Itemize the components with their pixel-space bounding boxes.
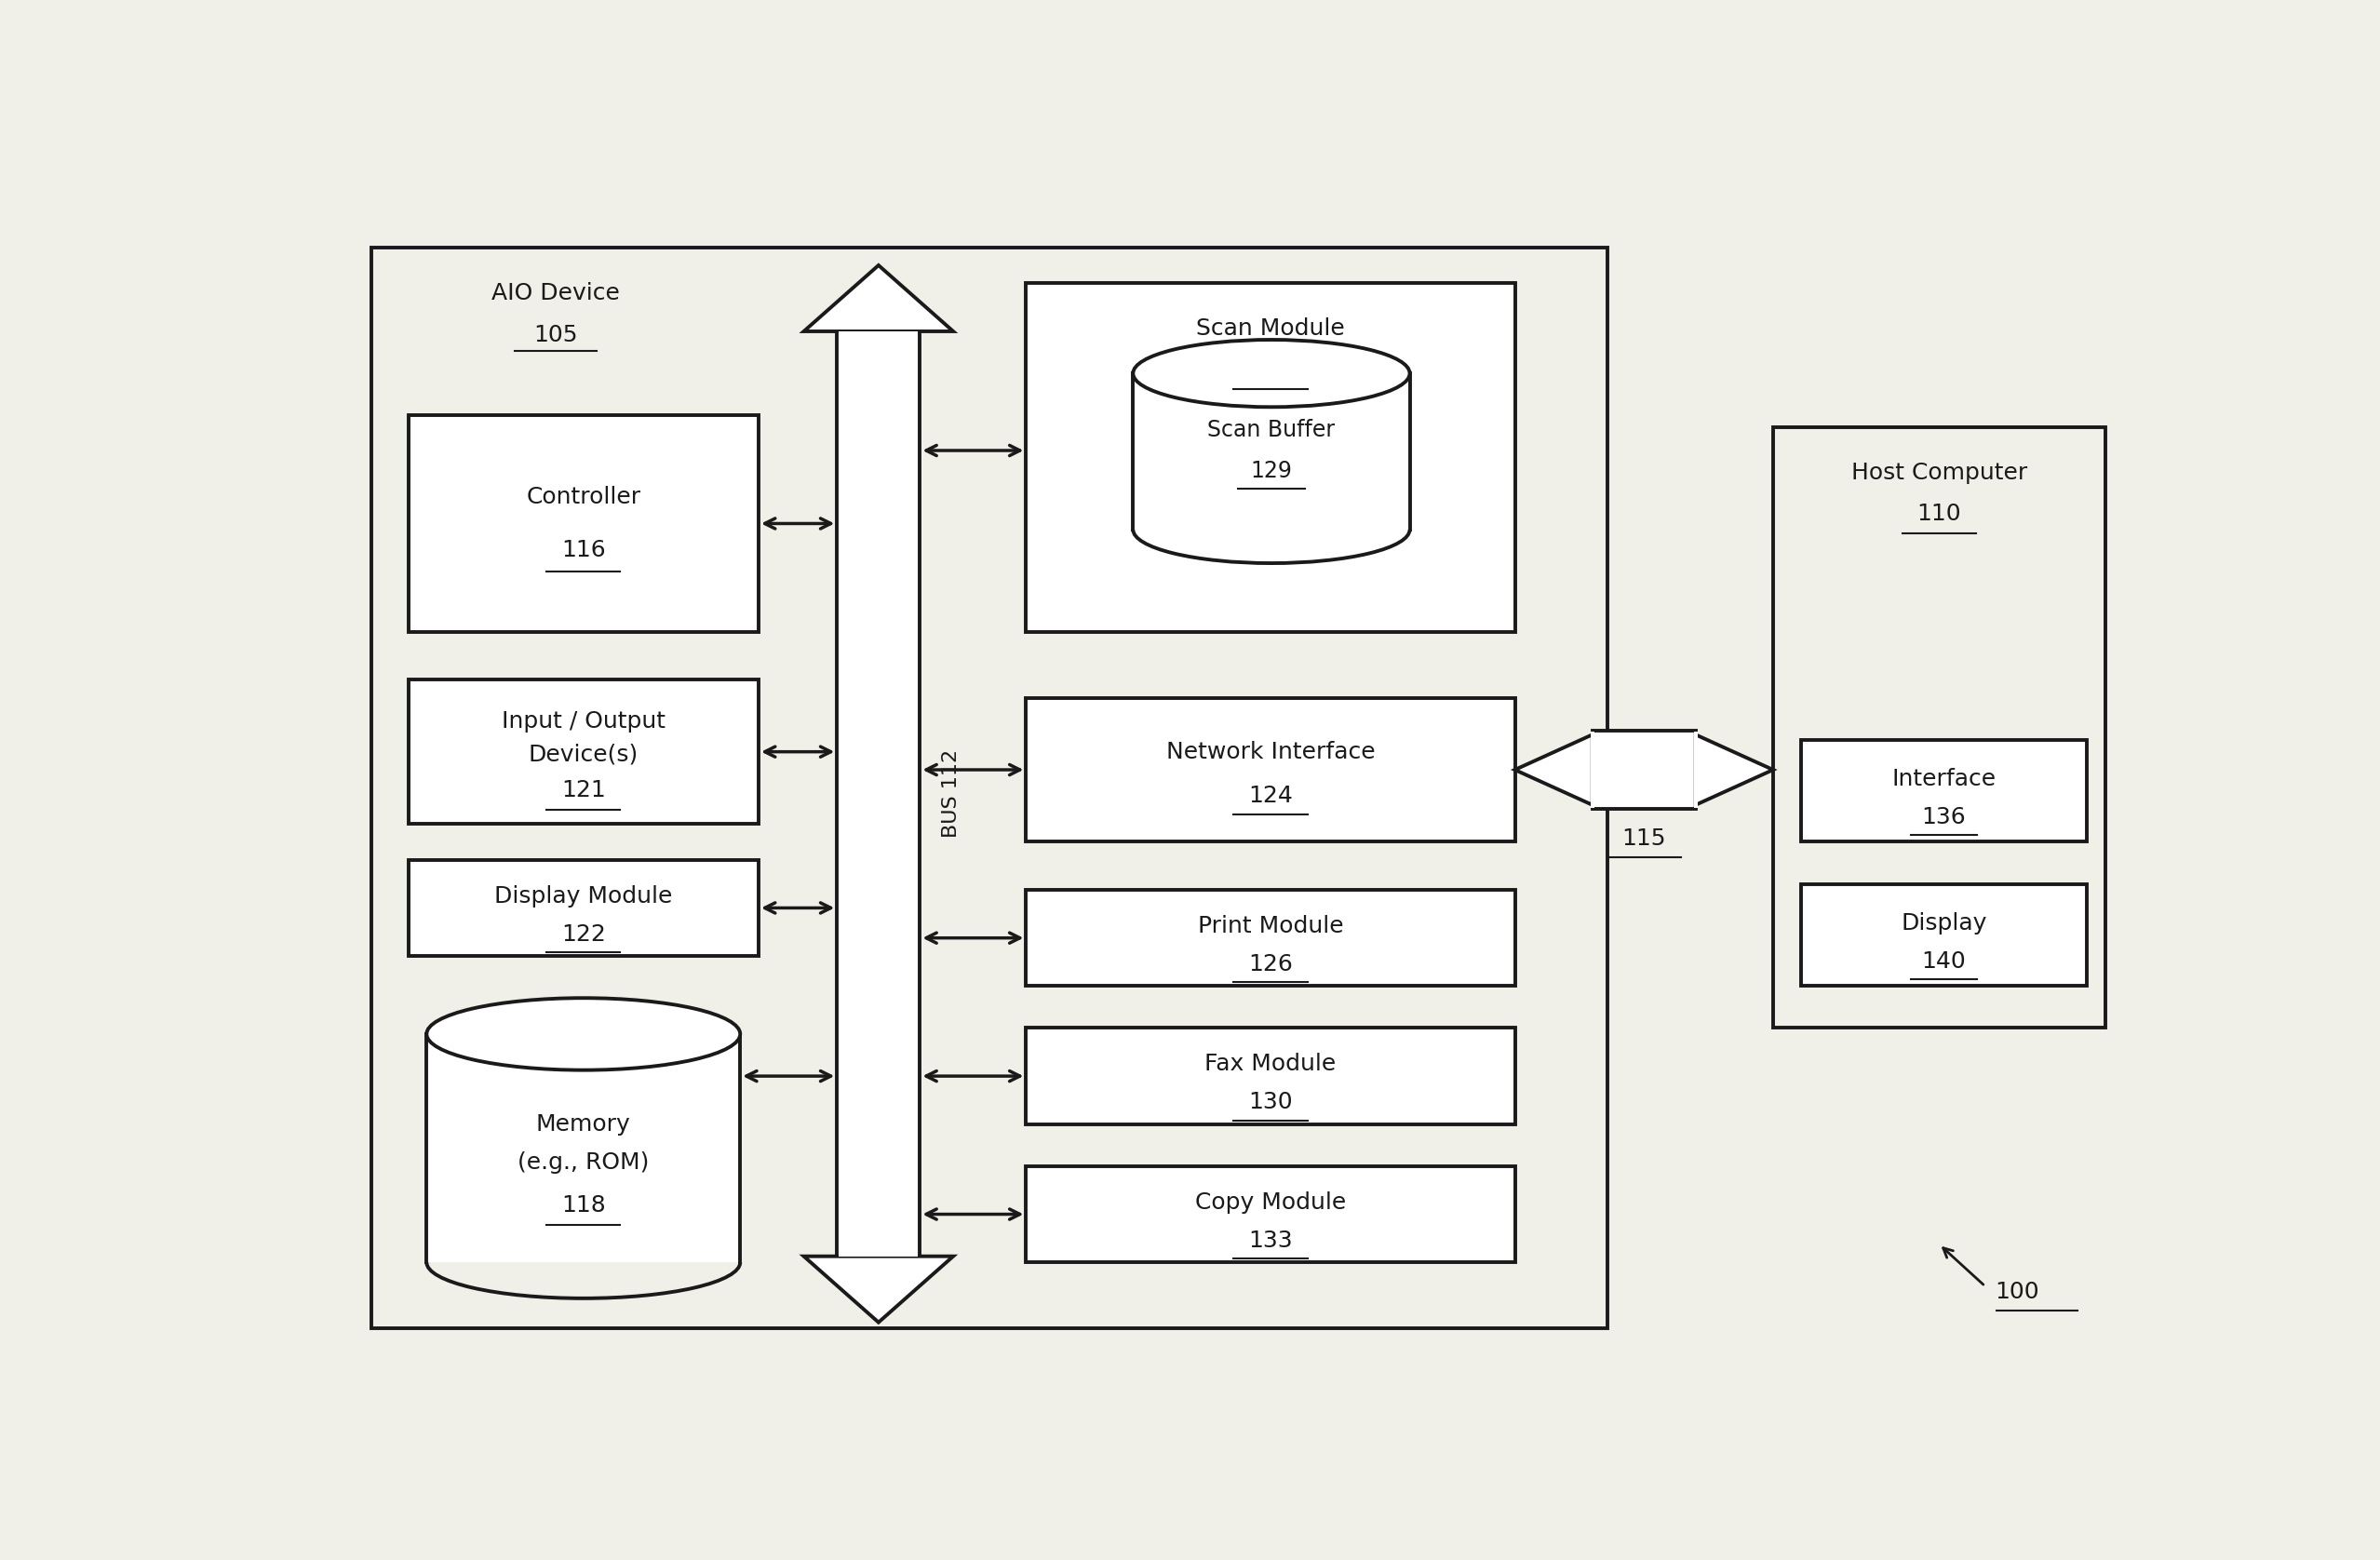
Bar <box>1026 697 1516 842</box>
Polygon shape <box>804 265 954 331</box>
Bar <box>409 680 759 824</box>
Text: 100: 100 <box>1994 1281 2040 1304</box>
Bar <box>409 860 759 956</box>
Ellipse shape <box>1133 340 1409 407</box>
Text: Memory: Memory <box>536 1112 631 1136</box>
Text: BUS 112: BUS 112 <box>942 749 962 838</box>
Text: 126: 126 <box>1247 953 1292 975</box>
Text: Copy Module: Copy Module <box>1195 1190 1347 1214</box>
Text: Display: Display <box>1902 911 1987 934</box>
Text: (e.g., ROM): (e.g., ROM) <box>516 1151 650 1173</box>
Polygon shape <box>426 1034 740 1262</box>
Polygon shape <box>1590 732 1595 808</box>
Text: Input / Output: Input / Output <box>502 710 666 733</box>
Text: Scan Module: Scan Module <box>1197 318 1345 340</box>
Text: 124: 124 <box>1247 785 1292 808</box>
Bar <box>1026 284 1516 632</box>
Text: Host Computer: Host Computer <box>1852 462 2028 484</box>
Polygon shape <box>838 331 921 1256</box>
Text: 105: 105 <box>533 324 578 346</box>
Text: 136: 136 <box>1921 807 1966 828</box>
Text: 140: 140 <box>1921 950 1966 972</box>
Text: Print Module: Print Module <box>1197 914 1342 938</box>
Text: 118: 118 <box>562 1195 605 1217</box>
Bar <box>1026 889 1516 986</box>
Bar <box>409 415 759 632</box>
Bar <box>1802 885 2087 986</box>
Text: Display Module: Display Module <box>495 885 674 906</box>
Text: 128: 128 <box>1247 359 1292 381</box>
Text: Controller: Controller <box>526 487 640 509</box>
Text: 110: 110 <box>1916 502 1961 526</box>
Polygon shape <box>1592 730 1695 808</box>
Bar <box>1802 739 2087 842</box>
Text: Scan Buffer: Scan Buffer <box>1207 418 1335 441</box>
Text: 129: 129 <box>1250 460 1292 482</box>
Text: 130: 130 <box>1247 1092 1292 1114</box>
Text: 121: 121 <box>562 778 605 802</box>
Text: Network Interface: Network Interface <box>1166 741 1376 763</box>
Bar <box>1773 427 2106 1028</box>
Polygon shape <box>838 331 919 334</box>
Polygon shape <box>838 1254 919 1256</box>
Ellipse shape <box>426 998 740 1070</box>
Text: Interface: Interface <box>1892 768 1997 789</box>
Bar <box>371 248 1607 1329</box>
Polygon shape <box>1695 735 1773 805</box>
Polygon shape <box>1133 373 1409 529</box>
Bar <box>1026 1028 1516 1125</box>
Text: Device(s): Device(s) <box>528 743 638 766</box>
Bar <box>1026 1167 1516 1262</box>
Text: 115: 115 <box>1621 828 1666 850</box>
Polygon shape <box>1695 732 1697 808</box>
Polygon shape <box>804 1256 954 1323</box>
Text: AIO Device: AIO Device <box>493 282 619 304</box>
Text: 122: 122 <box>562 924 605 945</box>
Polygon shape <box>1514 735 1592 805</box>
Text: 133: 133 <box>1247 1229 1292 1251</box>
Text: 116: 116 <box>562 538 605 562</box>
Text: Fax Module: Fax Module <box>1204 1053 1335 1075</box>
